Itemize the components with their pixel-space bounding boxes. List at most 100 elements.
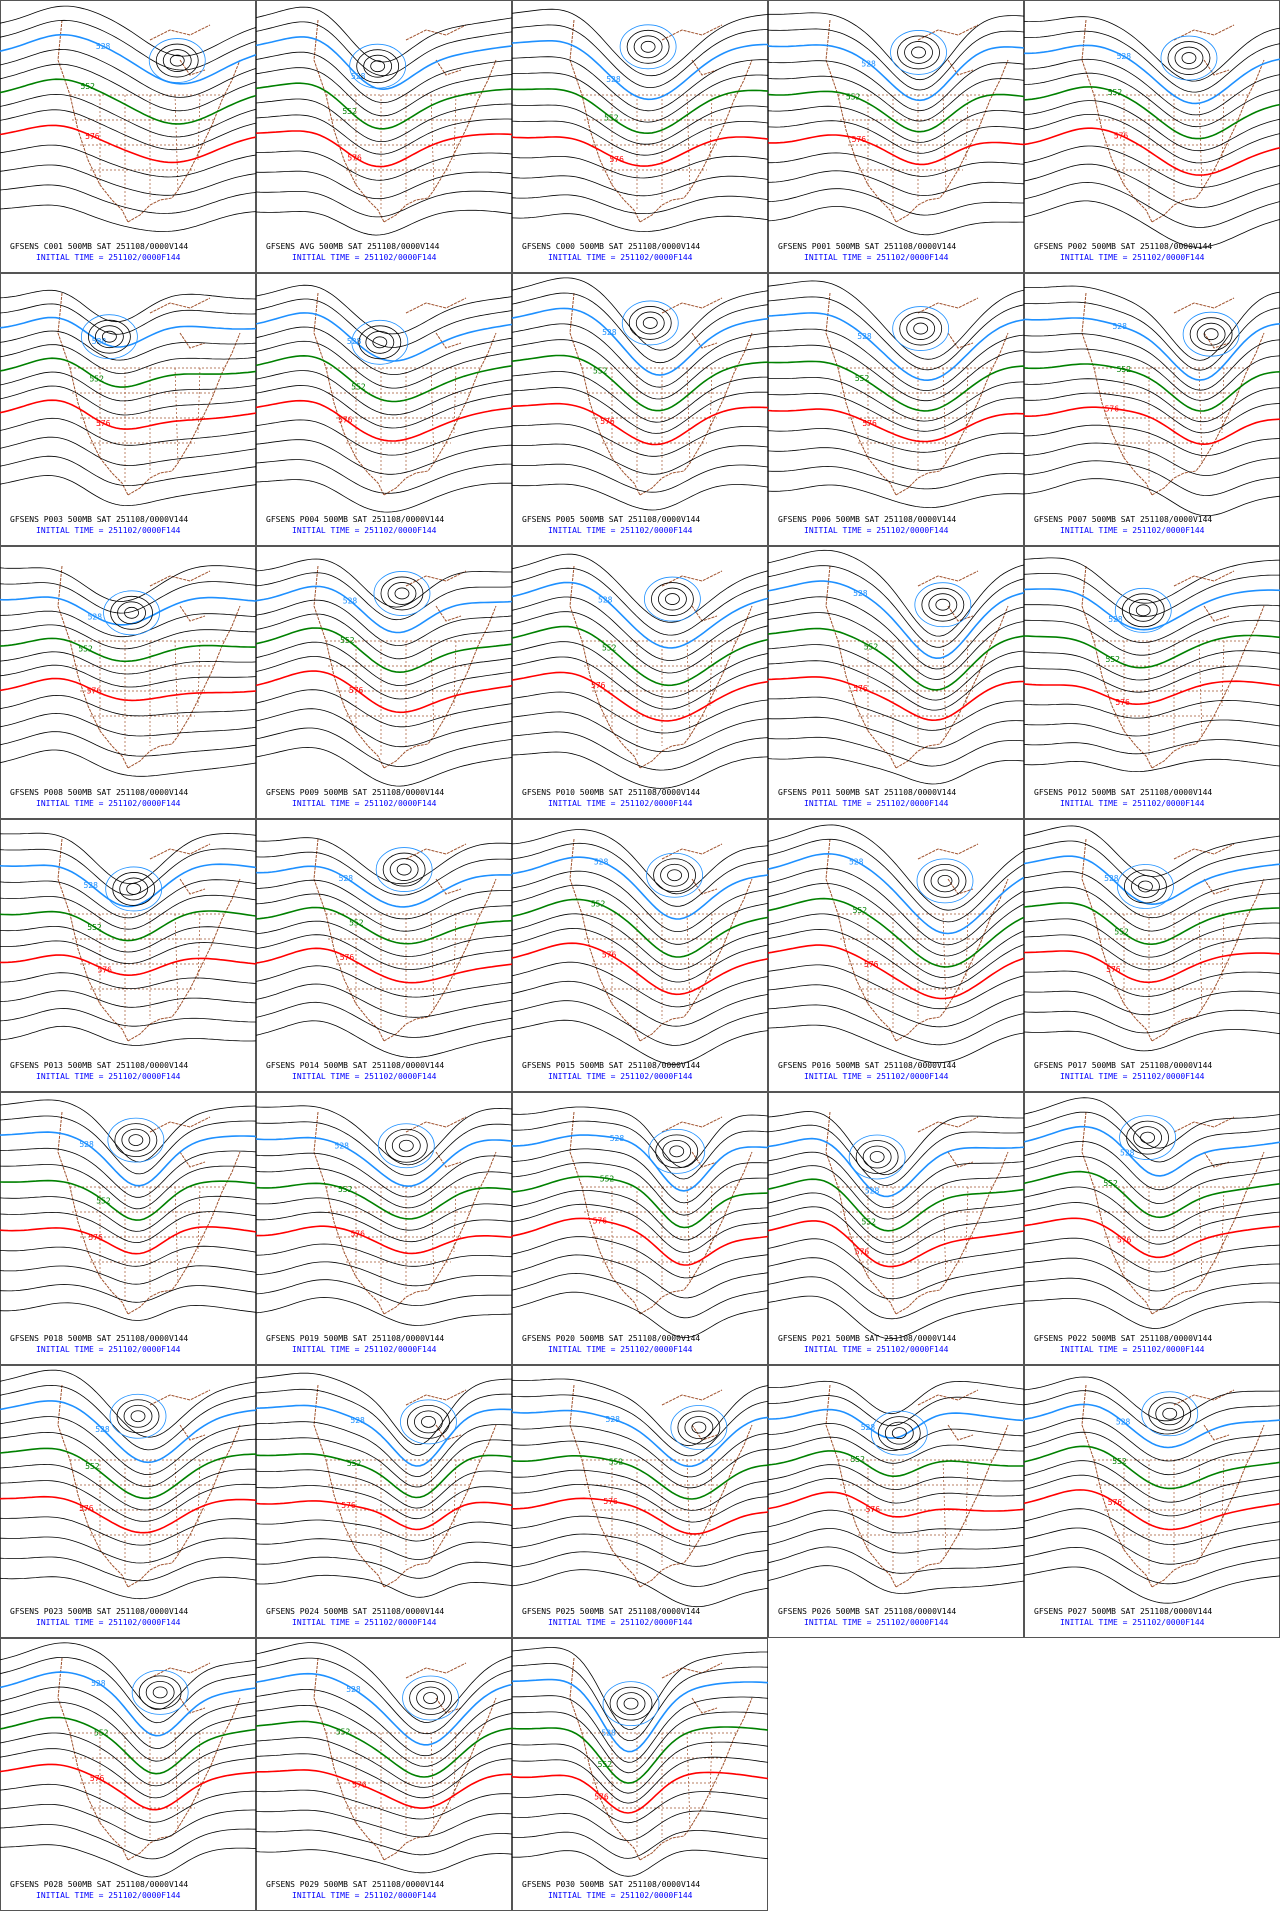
- initial-time: INITIAL TIME = 251102/0000F144: [292, 526, 437, 535]
- contour: [1024, 363, 1280, 412]
- closed-low: [691, 1421, 707, 1434]
- contour-label: 552: [604, 114, 619, 123]
- closed-low: [155, 43, 199, 78]
- contour-label: 576: [85, 132, 100, 141]
- closed-low: [684, 1416, 714, 1439]
- contour: [768, 944, 1024, 1000]
- state-borders: [326, 913, 481, 1029]
- contour: [768, 428, 1024, 453]
- coastline: [313, 1384, 497, 1588]
- contour-label: 576: [347, 153, 362, 162]
- map-panel: 528 552 576 GFSENS P016 500MB SAT 251108/00…: [768, 819, 1024, 1092]
- contour: [1024, 1298, 1280, 1329]
- closed-low: [1133, 1126, 1162, 1150]
- contour: [1024, 1508, 1280, 1545]
- initial-time: INITIAL TIME = 251102/0000F144: [548, 799, 693, 808]
- map-panel: 528 552 576 GFSENS P027 500MB SAT 251108/00…: [1024, 1365, 1280, 1638]
- contour: [256, 479, 512, 513]
- contour-label: 576: [79, 1504, 94, 1513]
- contour: [768, 105, 1024, 143]
- contour-label: 528: [96, 42, 111, 51]
- contour: [512, 136, 768, 167]
- contour: [768, 852, 1024, 935]
- contour: [0, 144, 256, 178]
- contour-label: 576: [1115, 698, 1130, 707]
- contour: [0, 1245, 256, 1267]
- contour: [256, 934, 512, 970]
- contour: [768, 868, 1024, 946]
- contour: [0, 1131, 256, 1187]
- contour: [768, 134, 1024, 166]
- contour: [256, 1753, 512, 1799]
- contour: [0, 1211, 256, 1244]
- contour: [1024, 918, 1280, 958]
- contour: [256, 1243, 512, 1267]
- contour: [0, 832, 256, 884]
- contour: [512, 1175, 768, 1229]
- contour: [256, 439, 512, 475]
- contour: [512, 483, 768, 511]
- closed-low: [103, 590, 160, 636]
- panel-label: GFSENS P005 500MB SAT 251108/0000V144: [522, 515, 700, 524]
- panel-label: GFSENS P012 500MB SAT 251108/0000V144: [1034, 788, 1212, 797]
- contour: [1024, 680, 1280, 706]
- contour: [512, 842, 768, 907]
- contour: [256, 1105, 512, 1166]
- state-borders: [1094, 640, 1249, 756]
- contour: [0, 596, 256, 626]
- contour: [256, 641, 512, 687]
- contour: [1024, 950, 1280, 984]
- map-panel: 528 552 576 GFSENS P026 500MB SAT 251108/00…: [768, 1365, 1024, 1638]
- panel-border: [0, 1365, 256, 1638]
- contour: [0, 417, 256, 446]
- contour: [512, 1440, 768, 1489]
- contour: [1024, 1277, 1280, 1311]
- state-borders: [70, 1186, 225, 1302]
- contour: [0, 1716, 256, 1775]
- closed-low: [602, 1681, 660, 1727]
- initial-time: INITIAL TIME = 251102/0000F144: [36, 1072, 181, 1081]
- contour: [1024, 604, 1280, 643]
- state-borders: [1094, 1186, 1249, 1302]
- contour: [0, 749, 256, 777]
- contour: [1024, 285, 1280, 361]
- contour-label: 552: [336, 1727, 351, 1736]
- map-panel: 528 552 576 GFSENS P003 500MB SAT 251108/00…: [0, 273, 256, 546]
- contour: [512, 1515, 768, 1547]
- contour: [1024, 424, 1280, 457]
- contour: [256, 1574, 512, 1598]
- contour: [256, 1737, 512, 1788]
- initial-time: INITIAL TIME = 251102/0000F144: [292, 799, 437, 808]
- contour-label: 552: [864, 643, 879, 652]
- closed-low: [1121, 593, 1165, 628]
- state-borders: [838, 1186, 993, 1302]
- closed-low: [409, 1681, 452, 1715]
- contour-label: 552: [1117, 365, 1132, 374]
- contour: [512, 1236, 768, 1279]
- coastline: [57, 1111, 241, 1315]
- contour-label: 552: [351, 382, 366, 391]
- contour: [0, 1783, 256, 1823]
- contour-label: 552: [609, 1457, 624, 1466]
- contour: [256, 572, 512, 621]
- contour-label: 552: [342, 107, 357, 116]
- contour: [512, 1741, 768, 1794]
- contour-label: 552: [1103, 1179, 1118, 1188]
- closed-low: [899, 311, 943, 346]
- contour: [512, 402, 768, 446]
- panel-border: [256, 273, 512, 546]
- initial-time: INITIAL TIME = 251102/0000F144: [548, 1891, 693, 1900]
- closed-low: [930, 869, 960, 893]
- contour: [512, 1551, 768, 1587]
- closed-low: [1114, 587, 1172, 633]
- closed-low: [1181, 52, 1197, 64]
- panel-border: [0, 1638, 256, 1911]
- map-panel: 528 552 576 GFSENS P029 500MB SAT 251108/00…: [256, 1638, 512, 1911]
- closed-low: [897, 35, 940, 70]
- contour: [768, 1380, 1024, 1415]
- contour: [0, 48, 256, 98]
- contour-label: 576: [87, 686, 102, 695]
- contour: [256, 51, 512, 104]
- coastline: [825, 19, 1009, 223]
- contour: [512, 1425, 768, 1478]
